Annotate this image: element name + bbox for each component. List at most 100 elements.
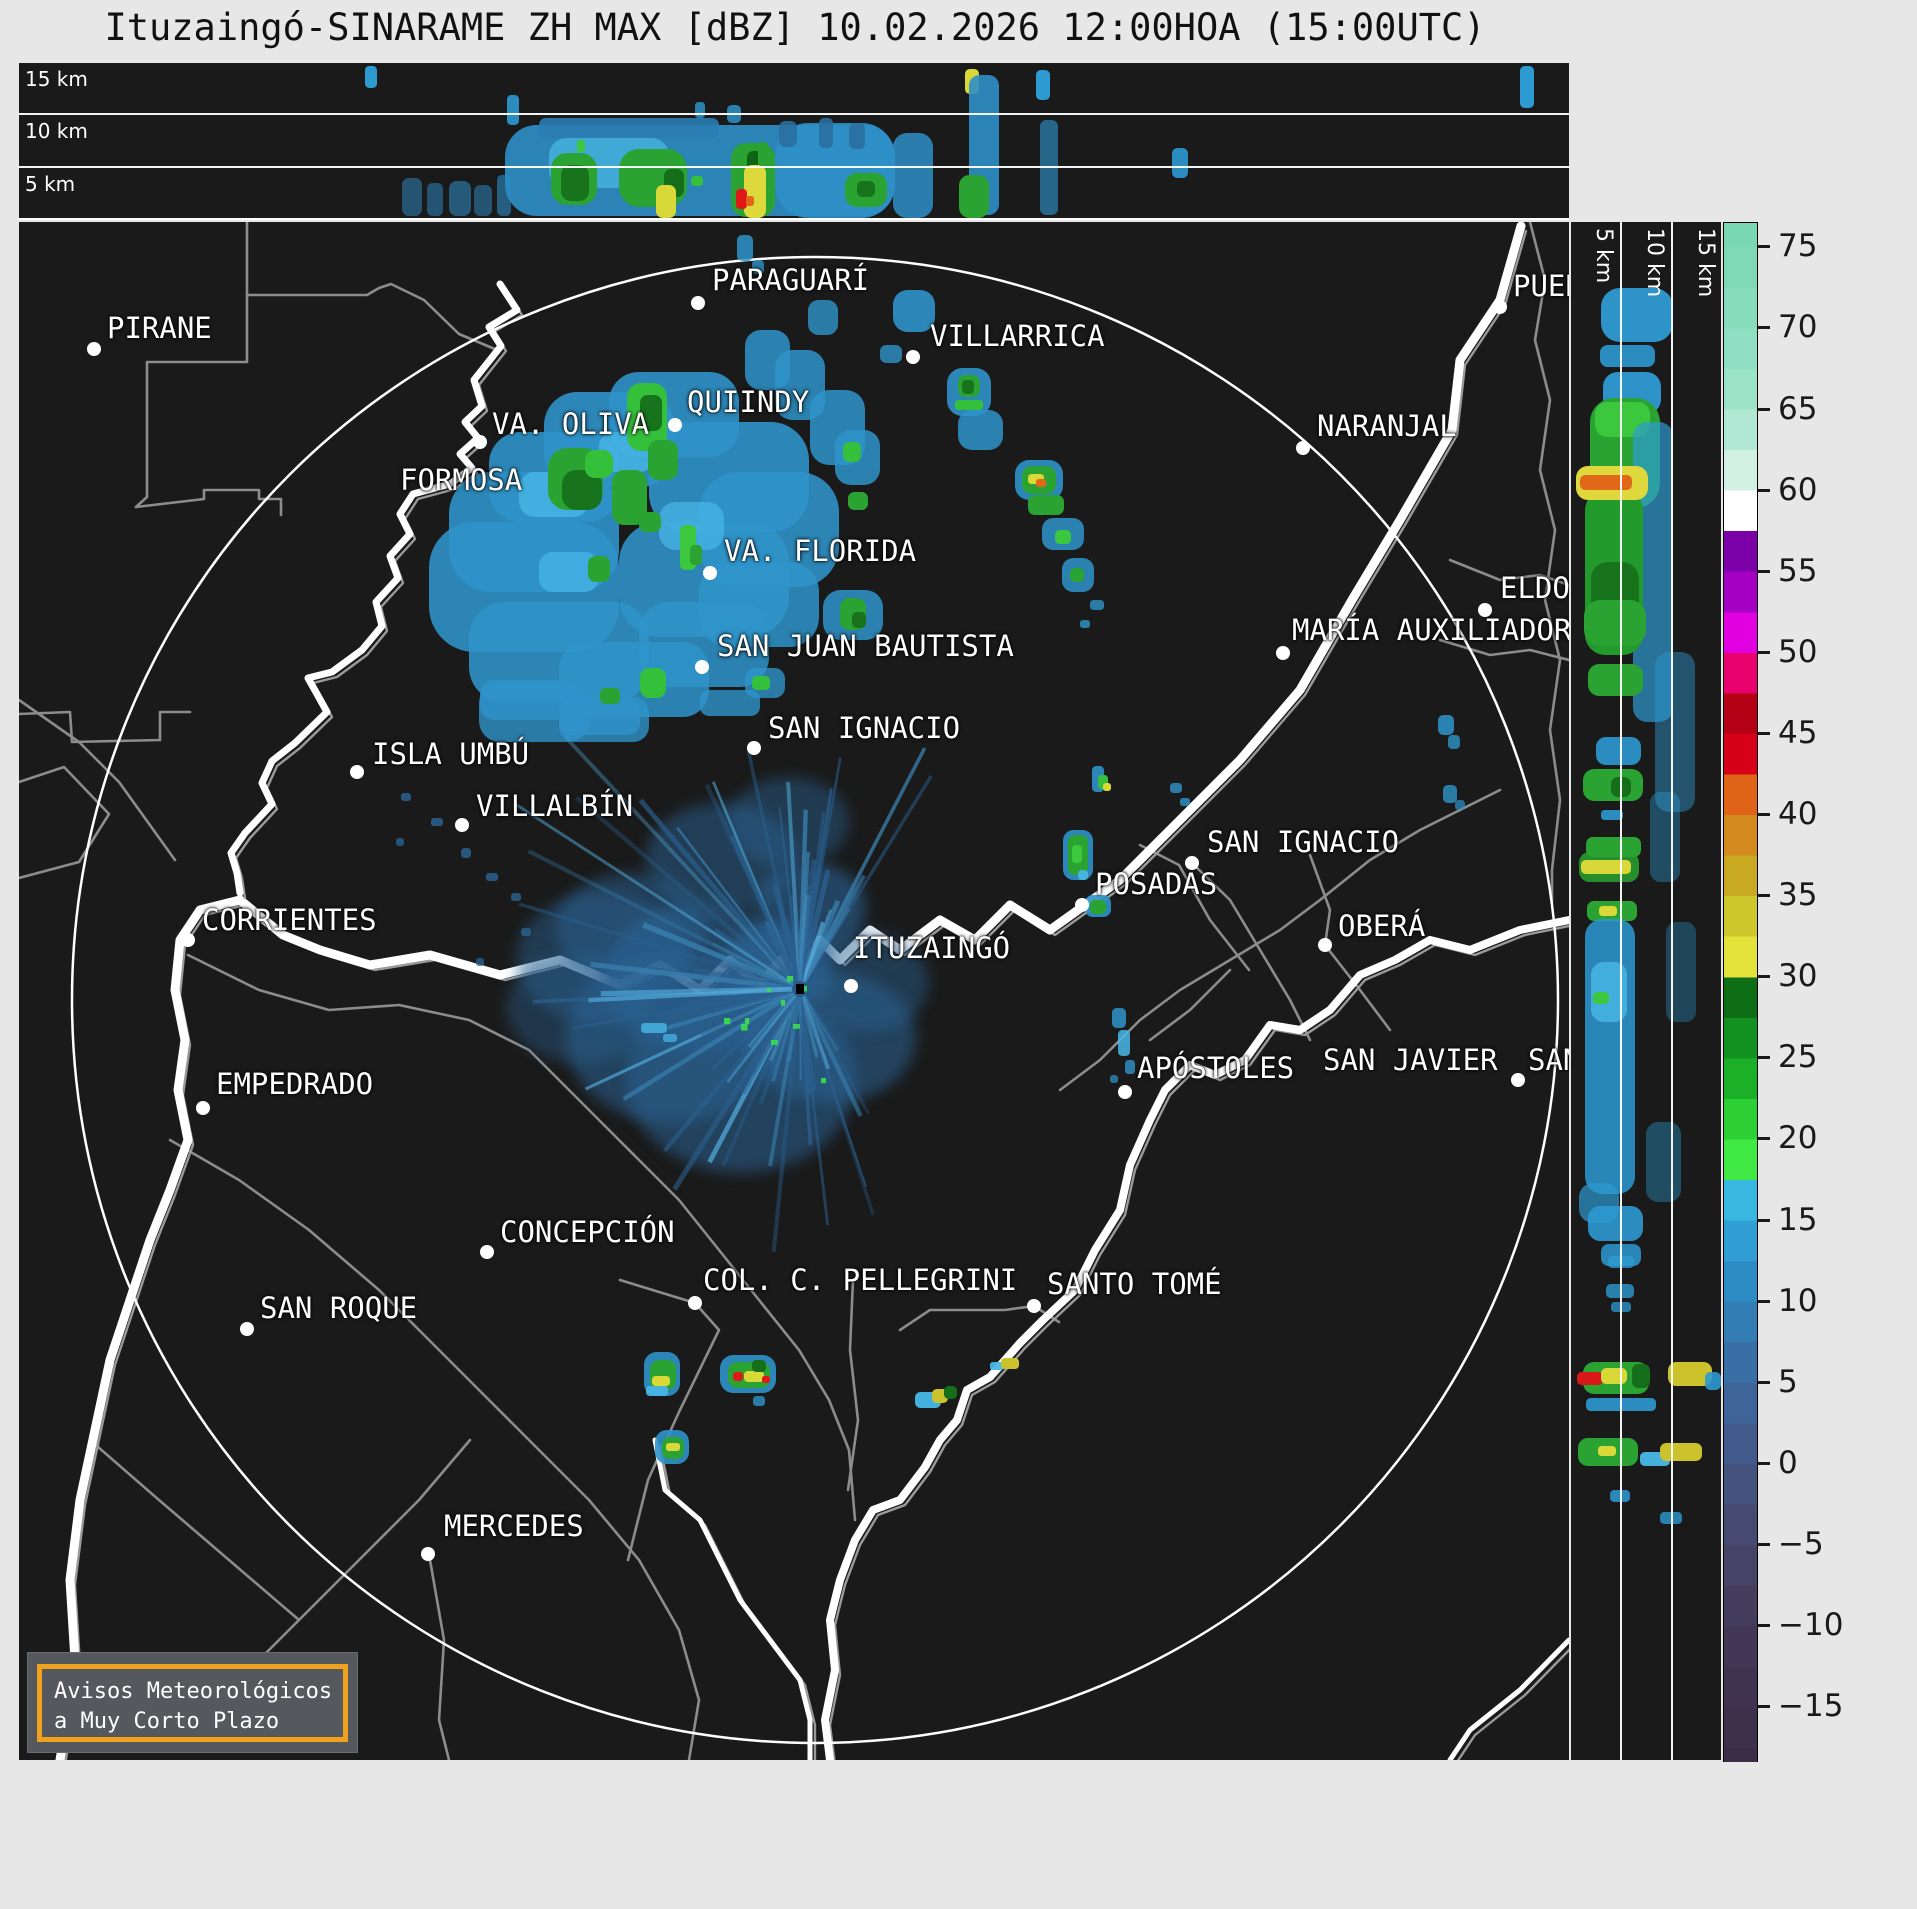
city-marker [1493,300,1507,314]
colorbar-tick-label: −10 [1778,1607,1844,1644]
height-line-5km [19,166,1569,168]
colorbar-tick [1758,1542,1770,1546]
city-label: CORRIENTES [202,903,377,937]
city-label: ITUZAINGÓ [853,931,1011,965]
city-label: PUERTO RICO [1513,269,1569,303]
province-border [134,293,249,509]
province-border [1528,222,1562,904]
colorbar-tick-label: 15 [1778,1201,1818,1238]
height-line-5km-vert [1620,222,1622,1760]
dbz-colorbar [1723,222,1758,1764]
warnings-badge-border: Avisos Meteorológicos a Muy Corto Plazo [37,1664,348,1742]
colorbar-tick-label: 65 [1778,390,1818,427]
city-label: FORMOSA [400,463,523,497]
city-marker [747,741,761,755]
city-label: CONCEPCIÓN [500,1215,675,1249]
province-border [898,1304,1061,1332]
city-marker [196,1101,210,1115]
colorbar-tick-label: 50 [1778,633,1818,670]
colorbar-tick-label: 10 [1778,1282,1818,1319]
city-label: VA. OLIVA [492,407,650,441]
river-border-line [828,924,1569,1760]
city-marker [350,765,364,779]
province-border [134,488,283,517]
river [227,280,521,897]
page-title: Ituzaingó-SINARAME ZH MAX [dBZ] 10.02.20… [104,6,1486,49]
colorbar-tick [1758,1705,1770,1709]
city-label: VA. FLORIDA [724,534,917,568]
colorbar-tick [1758,1461,1770,1465]
top-cross-section-echoes [19,63,1569,218]
province-border [1438,638,1569,662]
colorbar-tick [1758,650,1770,654]
city-label: ELDORADO [1500,571,1569,605]
province-border [186,953,857,1522]
radar-echoes [396,235,1465,1464]
city-label: PARAGUARÍ [712,263,870,297]
colorbar-tick [1758,326,1770,330]
colorbar-tick-label: 20 [1778,1120,1818,1157]
province-border [1190,861,1312,1042]
colorbar-tick-label: 40 [1778,796,1818,833]
city-marker [1027,1299,1041,1313]
colorbar-tick [1758,1299,1770,1303]
city-label: ISLA UMBÚ [372,737,530,771]
height-label-10km-vert: 10 km [1642,228,1667,298]
city-marker [1511,1073,1525,1087]
city-label: SAN JUAN BAUTISTA [717,629,1014,663]
colorbar-tick [1758,1218,1770,1222]
height-line-10km-vert [1671,222,1673,1760]
province-border [428,1558,451,1760]
top-strip-echoes [365,66,1534,218]
height-line-10km [19,113,1569,115]
colorbar-tick [1758,813,1770,817]
warnings-line-1: Avisos Meteorológicos [54,1679,333,1704]
right-cross-section-panel: 5 km 10 km 15 km [1571,222,1721,1760]
warnings-badge[interactable]: Avisos Meteorológicos a Muy Corto Plazo [27,1652,358,1753]
city-marker [1478,603,1492,617]
city-label: SAN JAVIER [1323,1043,1498,1077]
colorbar-tick [1758,1380,1770,1384]
colorbar-tick-label: 60 [1778,471,1818,508]
radar-map-graphics [19,222,1569,1760]
city-label: MERCEDES [444,1509,584,1543]
city-label: EMPEDRADO [216,1067,374,1101]
city-label: PIRANE [107,311,212,345]
city-marker [844,979,858,993]
height-label-5km: 5 km [25,172,76,196]
right-strip-echoes [1576,288,1721,1524]
city-marker [668,418,682,432]
city-label: SAN IGNACIO [768,711,961,745]
city-label: VILLARRICA [930,319,1105,353]
province-border [19,710,192,744]
city-marker [1118,1085,1132,1099]
colorbar-tick-label: 0 [1778,1444,1798,1481]
colorbar-tick-label: 45 [1778,714,1818,751]
colorbar-tick-label: 70 [1778,309,1818,346]
city-label: SANTO TOMÉ [1047,1267,1222,1301]
colorbar-tick-label: 30 [1778,958,1818,995]
colorbar-tick [1758,407,1770,411]
city-label: SAN IGNACIO [1207,825,1400,859]
province-border [88,1438,301,1622]
colorbar-tick [1758,569,1770,573]
radar-site-marker [796,984,804,994]
city-marker [688,1296,702,1310]
radar-map-panel: PIRANE PARAGUARÍ VILLARRICA QUIINDY VA. OLIV… [19,222,1569,1760]
city-marker [906,350,920,364]
colorbar-tick [1758,975,1770,979]
river [652,1437,813,1760]
colorbar-tick-label: 35 [1778,877,1818,914]
height-label-5km-vert: 5 km [1591,228,1616,284]
colorbar-tick-label: −5 [1778,1525,1824,1562]
province-border [245,222,499,352]
height-label-15km: 15 km [25,67,88,91]
city-marker [695,660,709,674]
colorbar-tick-label: 55 [1778,552,1818,589]
colorbar-tick-label: 5 [1778,1363,1798,1400]
colorbar-tick [1758,488,1770,492]
province-border [1448,558,1569,587]
city-marker [1185,856,1199,870]
colorbar-tick [1758,1056,1770,1060]
city-marker [1296,441,1310,455]
